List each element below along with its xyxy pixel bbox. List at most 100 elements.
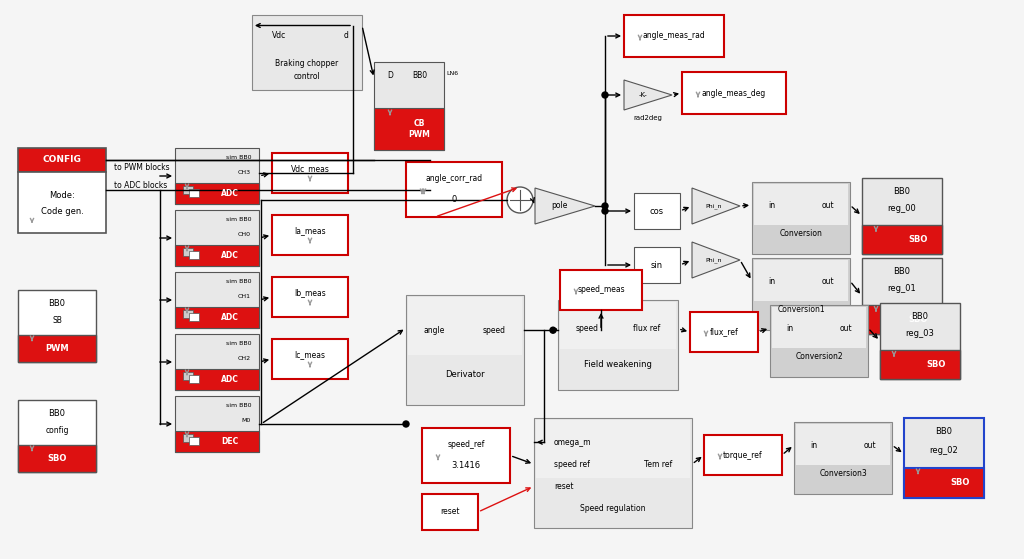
Bar [705, 435, 782, 475]
Text: SBO: SBO [950, 479, 970, 487]
Bar [904, 418, 984, 498]
Bar [904, 467, 984, 498]
Text: BB0: BB0 [911, 312, 929, 321]
Text: speed_meas: speed_meas [578, 286, 625, 295]
Text: Mode:: Mode: [49, 191, 75, 200]
Text: speed: speed [483, 326, 506, 335]
Text: BB0: BB0 [48, 299, 66, 308]
Text: CH0: CH0 [238, 233, 251, 238]
Polygon shape [692, 188, 740, 224]
Text: SBO: SBO [927, 360, 946, 369]
Text: sim BB0: sim BB0 [225, 341, 251, 346]
Text: BB0: BB0 [894, 187, 910, 196]
Text: angle_meas_rad: angle_meas_rad [643, 31, 706, 40]
Bar [272, 339, 348, 379]
Text: CH2: CH2 [238, 357, 251, 362]
Bar [175, 183, 259, 204]
Text: SB: SB [52, 316, 61, 325]
Text: sim BB0: sim BB0 [225, 280, 251, 284]
Text: ADC: ADC [220, 251, 239, 260]
Text: out: out [840, 324, 852, 333]
Text: reg_00: reg_00 [888, 204, 916, 213]
Bar [772, 307, 866, 348]
Bar [634, 193, 680, 229]
Text: config: config [45, 426, 69, 435]
Circle shape [602, 92, 608, 98]
Bar [624, 15, 724, 57]
Bar [880, 350, 961, 379]
Text: CB
PWM: CB PWM [409, 119, 430, 139]
Text: d: d [343, 31, 348, 40]
Bar [18, 335, 96, 362]
Text: pole: pole [551, 201, 567, 211]
Bar [374, 108, 444, 150]
Text: reset: reset [554, 482, 573, 491]
Text: Tem ref: Tem ref [644, 459, 672, 468]
Bar [422, 428, 510, 483]
Text: Speed regulation: Speed regulation [581, 504, 646, 513]
Text: D: D [387, 71, 393, 80]
Text: angle: angle [424, 326, 445, 335]
Bar [862, 178, 942, 254]
Text: CH1: CH1 [238, 295, 251, 300]
Bar [18, 172, 106, 233]
Bar [18, 290, 96, 362]
Bar [175, 245, 259, 266]
Bar [406, 162, 502, 217]
Text: CONFIG: CONFIG [43, 155, 82, 164]
Bar [183, 186, 193, 194]
Circle shape [507, 187, 534, 213]
Text: Conversion3: Conversion3 [819, 470, 867, 479]
Bar [189, 189, 199, 197]
Text: Ia_meas: Ia_meas [294, 226, 326, 235]
Text: sim BB0: sim BB0 [225, 217, 251, 222]
Bar [422, 494, 478, 530]
Bar [252, 15, 362, 90]
Text: BB0: BB0 [412, 71, 427, 80]
Text: to ADC blocks: to ADC blocks [114, 181, 167, 190]
Text: speed ref: speed ref [554, 459, 590, 468]
Text: Conversion1: Conversion1 [777, 305, 824, 314]
Circle shape [602, 208, 608, 214]
Text: Code gen.: Code gen. [41, 207, 83, 216]
Bar [634, 247, 680, 283]
Bar [374, 62, 444, 150]
Bar [406, 295, 524, 405]
Text: sim BB0: sim BB0 [225, 403, 251, 408]
Text: BB0: BB0 [936, 428, 952, 437]
Text: Braking chopper: Braking chopper [275, 59, 339, 68]
Bar [272, 277, 348, 317]
Text: SBO: SBO [908, 235, 928, 244]
Bar [690, 312, 758, 352]
Text: rad2deg: rad2deg [634, 115, 663, 121]
Text: Conversion: Conversion [779, 229, 822, 238]
Polygon shape [535, 188, 595, 224]
Bar [183, 372, 193, 380]
Bar [175, 396, 259, 452]
Text: 3.1416: 3.1416 [452, 461, 480, 470]
Bar [536, 420, 690, 479]
Bar [175, 431, 259, 452]
Bar [272, 153, 348, 193]
Text: to PWM blocks: to PWM blocks [114, 163, 170, 173]
Circle shape [602, 203, 608, 209]
Text: Ib_meas: Ib_meas [294, 288, 326, 297]
Text: reg_03: reg_03 [905, 329, 935, 338]
Text: M0: M0 [242, 419, 251, 424]
Text: BB0: BB0 [894, 267, 910, 276]
Bar [754, 184, 848, 225]
Text: BB0: BB0 [48, 409, 66, 418]
Bar [682, 72, 786, 114]
Text: SBO: SBO [47, 454, 67, 463]
Bar [560, 302, 676, 349]
Bar [175, 148, 259, 204]
Text: flux ref: flux ref [633, 324, 660, 333]
Text: CH3: CH3 [238, 170, 251, 176]
Text: SBO: SBO [908, 315, 928, 324]
Text: ADC: ADC [220, 313, 239, 322]
Bar [175, 210, 259, 266]
Bar [175, 334, 259, 390]
Text: Vdc: Vdc [272, 31, 287, 40]
Text: out: out [863, 440, 876, 449]
Bar [752, 182, 850, 254]
